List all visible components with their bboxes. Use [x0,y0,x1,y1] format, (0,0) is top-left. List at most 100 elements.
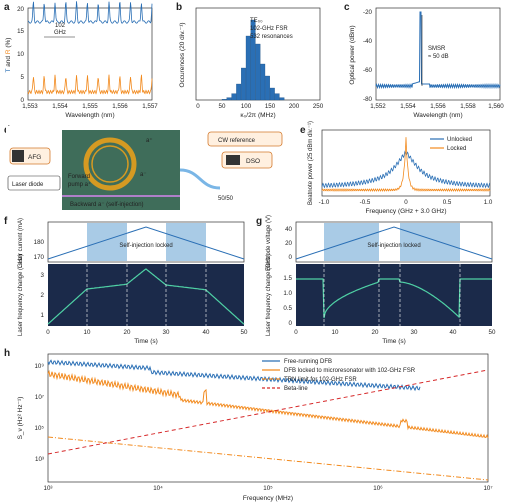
panel-g-label: g [256,216,262,227]
b-xtick-0: 0 [196,103,200,110]
a-xtick-0: 1,553 [22,103,38,110]
e-legend-locked: Locked [447,146,466,152]
c-ytick-0: -20 [363,9,373,16]
f-xtick-5: 50 [241,329,248,336]
c-ytick-3: -80 [363,96,373,103]
b-bar [255,43,261,101]
panel-c-frame [375,7,501,101]
a-ytick-4: 20 [17,6,24,13]
b-bar [279,97,285,101]
f-xtick-3: 30 [163,329,170,336]
e-xtick-1: -0.5 [360,199,371,206]
b-annot-count: 532 resonances [250,34,293,40]
g-lock-region-1 [324,223,379,261]
e-ylabel: Beatnote power (25 dBm div.⁻¹) [308,121,314,205]
h-ytick-2: 10⁵ [35,425,45,432]
panel-e: e Unlocked Locked -1.0 -0.5 0 0.5 1.0 Fr… [300,121,493,215]
g-ylabel-top: Electrode voltage (V) [266,215,272,271]
e-xtick-4: 1.0 [484,199,493,206]
b-bar [241,67,246,101]
e-unlocked-line [321,150,491,189]
h-beta-line [47,369,489,455]
d-split-label: 50/50 [218,196,234,202]
panel-c-label: c [344,2,350,13]
h-xtick-3: 10⁶ [373,485,383,492]
g-annotation: Self-injection locked [367,243,420,249]
c-annot-db: ≈ 50 dB [428,54,449,60]
d-cw-box [207,131,283,147]
h-locked-line [47,369,489,439]
h-ytick-0: 10⁹ [34,363,44,370]
d-laser-label: Laser diode [12,182,44,188]
d-dso-label: DSO [246,158,260,165]
b-bar [245,35,251,101]
a-xtick-4: 1,557 [142,103,158,110]
b-xtick-5: 250 [313,103,324,110]
a-xtick-3: 1,556 [112,103,128,110]
d-microring [83,137,137,191]
b-bar [226,97,232,101]
c-spectrum-line [375,11,501,90]
c-xtick-0: 1,552 [370,103,386,110]
h-legend-free: Free-running DFB [284,359,332,365]
f-ybot-0: 1 [41,312,45,319]
h-frame [47,353,489,483]
b-bar [236,83,242,101]
panel-a: a 0 5 10 15 20 1,553 1,554 1,555 1,556 1… [4,1,158,119]
e-xlabel: Frequency (GHz + 3.0 GHz) [365,208,446,215]
f-ybot-1: 2 [41,292,45,299]
g-xtick-2: 20 [372,329,379,336]
d-afg-icon [12,150,24,162]
g-xtick-5: 50 [489,329,496,336]
f-xtick-4: 40 [203,329,210,336]
b-bar [260,63,266,101]
b-annot-mode: TE₀₀ [250,18,263,24]
e-xtick-0: -1.0 [319,199,330,206]
panel-a-label: a [4,2,10,13]
d-cw-label: CW reference [218,138,256,144]
h-xtick-2: 10⁵ [263,485,273,492]
panel-e-frame [321,129,491,197]
panel-g: g Self-injection locked 0 20 40 Electrod… [256,215,496,345]
panel-d: d AFG Laser diode Forward pump a⁺ Backwa… [4,125,296,216]
panel-b-label: b [176,2,182,13]
f-ylabel-top: Laser current (mA) [18,218,24,268]
h-xtick-1: 10⁴ [153,485,163,492]
f-xtick-2: 20 [124,329,131,336]
g-voltage-ramp [295,226,493,260]
c-xlabel: Wavelength (nm) [413,112,462,119]
h-ytick-1: 10⁷ [35,394,44,401]
panel-f-label: f [4,216,8,227]
panel-c: c -20 -40 -60 -80 1,552 1,554 1,556 1,55… [344,2,504,119]
e-xtick-2: 0 [404,199,408,206]
e-locked-line [321,137,491,192]
f-ybot-2: 3 [41,272,45,279]
a-xtick-1: 1,554 [52,103,68,110]
f-xtick-1: 10 [84,329,91,336]
g-lock-region-2 [400,223,460,261]
panel-a-frame [27,7,153,101]
g-ytop-2: 40 [285,226,292,233]
a-xlabel: Wavelength (nm) [65,112,114,119]
b-xtick-4: 200 [289,103,300,110]
h-legend-trn: TRN limit for 102-GHz FSR [284,377,357,383]
h-legend-beta: Beta-line [284,386,308,392]
a-transmission-line [27,1,153,24]
a-ylabel: T and R (%) [5,38,12,73]
b-xtick-3: 150 [265,103,276,110]
b-bar [265,75,270,101]
panel-e-label: e [300,125,306,136]
g-ytop-0: 0 [289,254,293,261]
f-ytop-1: 170 [34,254,45,261]
c-ytick-2: -60 [363,67,373,74]
g-spectrogram [296,264,492,326]
h-xtick-4: 10⁷ [483,485,492,492]
d-pump-label: pump a⁺ [68,181,91,188]
f-ylabel-bot: Laser frequency change (GHz) [18,254,24,336]
c-ytick-1: -40 [363,38,373,45]
panel-h-label: h [4,348,10,359]
a-ytick-0: 0 [21,97,25,104]
a-ytick-1: 5 [21,74,25,81]
f-spectrogram [48,264,244,326]
